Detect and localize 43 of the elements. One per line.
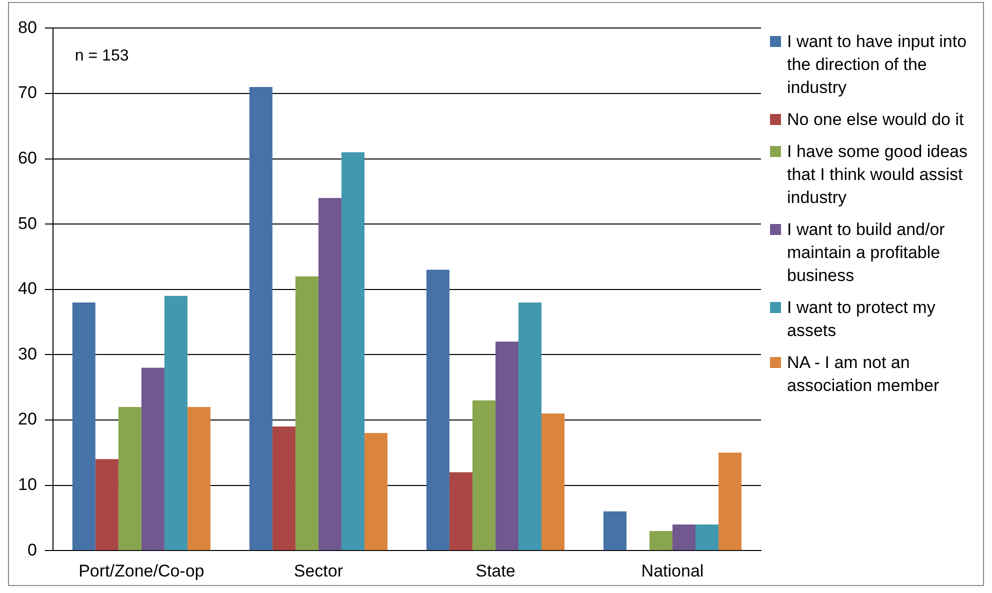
y-tick-label: 40 — [18, 279, 37, 298]
bar — [95, 459, 118, 550]
x-tick-label: National — [641, 561, 704, 580]
y-tick-label: 70 — [18, 83, 37, 102]
bar — [696, 524, 719, 550]
x-tick-label: Sector — [294, 561, 344, 580]
bar — [272, 426, 296, 550]
x-tick-label: Port/Zone/Co-op — [78, 561, 204, 580]
bar — [603, 511, 626, 550]
bar — [164, 296, 188, 550]
bar — [295, 276, 318, 550]
bar — [718, 452, 742, 550]
y-tick-label: 80 — [18, 18, 37, 37]
legend-label: I have some good ideas that I think would assist industry — [787, 141, 969, 209]
legend-label: I want to protect my assets — [787, 297, 936, 342]
bar — [341, 152, 364, 550]
bar — [649, 531, 672, 550]
y-tick-label: 0 — [27, 540, 37, 560]
bar — [518, 302, 542, 550]
annotation: n = 153 — [74, 48, 129, 65]
y-tick-label: 20 — [18, 410, 37, 429]
bar — [318, 198, 342, 550]
y-tick-label: 10 — [18, 474, 37, 494]
y-tick-label: 60 — [18, 148, 37, 168]
bar — [118, 406, 142, 550]
bar — [141, 368, 164, 550]
y-tick-label: 30 — [18, 344, 37, 364]
x-tick-label: State — [476, 561, 516, 580]
legend-label: No one else would do it — [787, 109, 964, 131]
bar — [472, 400, 496, 550]
bar — [187, 406, 210, 550]
y-tick-label: 50 — [18, 214, 37, 233]
bar — [672, 524, 696, 550]
legend-label: I want to have input into the direction of the industry — [787, 31, 968, 99]
bar — [72, 302, 96, 550]
bar — [449, 472, 472, 550]
bar — [364, 433, 388, 550]
legend-label: NA - I am not an association member — [787, 352, 940, 397]
bar — [426, 270, 450, 550]
legend-label: I want to build and/or maintain a profitable business — [787, 219, 946, 287]
bar — [541, 413, 565, 550]
bar — [495, 342, 518, 550]
bar — [249, 86, 272, 550]
